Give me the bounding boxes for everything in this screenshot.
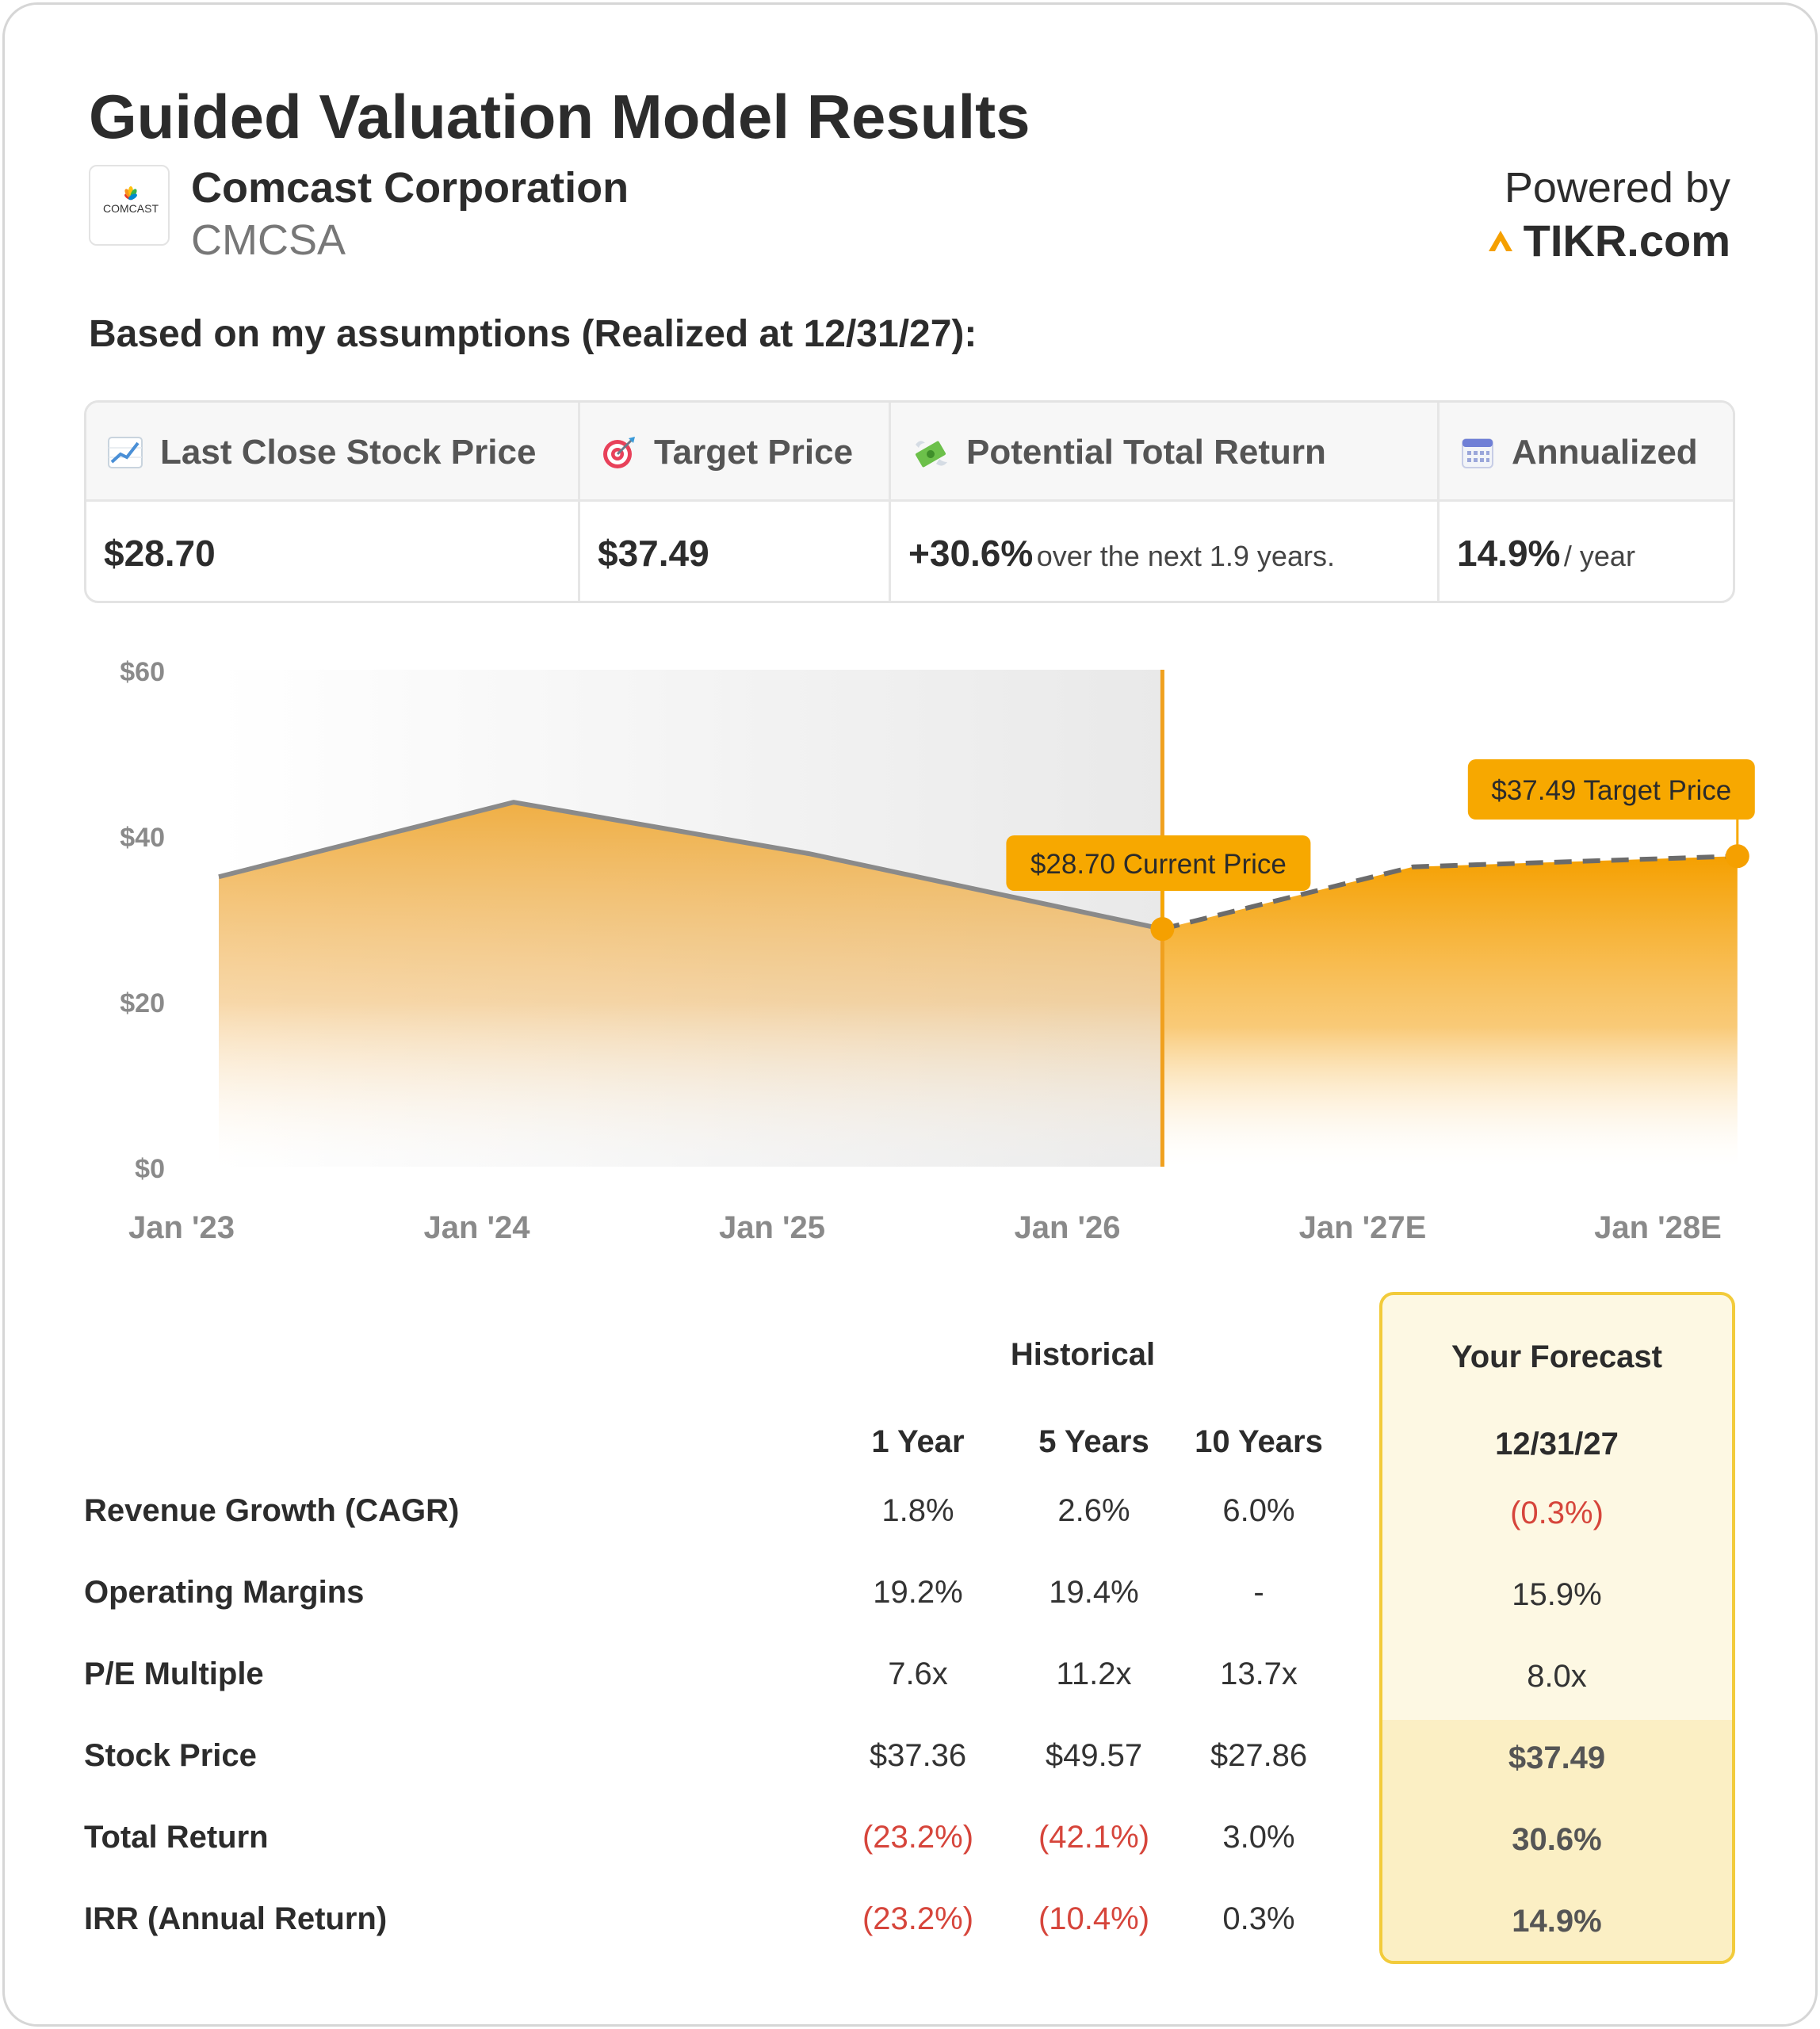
target-price-value: $37.49 xyxy=(598,533,709,574)
comcast-logo-icon: COMCAST xyxy=(103,186,159,215)
x-tick-label: Jan '23 xyxy=(128,1210,235,1245)
summary-header-annualized: Annualized xyxy=(1461,433,1698,472)
company-logo: COMCAST xyxy=(89,165,170,246)
money-with-wings-icon xyxy=(916,441,947,468)
valuation-chart: $0 $20 $40 $60 Jan '23 Jan '24 Jan '25 Jan '26 J… xyxy=(120,657,1755,1245)
summary-header-target: Target Price xyxy=(602,433,853,472)
ticker-symbol: CMCSA xyxy=(191,216,346,264)
y-tick-label: $60 xyxy=(120,657,165,687)
powered-by-label: Powered by xyxy=(1504,164,1730,212)
page-title: Guided Valuation Model Results xyxy=(89,82,1030,151)
target-price-callout: $37.49 Target Price xyxy=(1467,759,1755,869)
y-tick-label: $40 xyxy=(120,823,165,853)
callout-box xyxy=(1006,835,1311,891)
callout-text: $28.70 Current Price xyxy=(1030,849,1287,880)
x-tick-label: Jan '26 xyxy=(1014,1210,1120,1245)
forecast-area xyxy=(1162,856,1738,1167)
y-tick-label: $20 xyxy=(120,988,165,1018)
tikr-brand-text: TIKR.com xyxy=(1523,216,1730,266)
callout-text: $37.49 Target Price xyxy=(1491,775,1731,806)
summary-header-row xyxy=(86,403,1733,502)
target-price-marker xyxy=(1725,844,1749,869)
target-icon xyxy=(603,437,635,468)
summary-col-target: Target Price $37.49 xyxy=(578,403,889,601)
summary-header-last-close: Last Close Stock Price xyxy=(108,433,536,472)
company-name: Comcast Corporation xyxy=(191,164,629,212)
historical-area xyxy=(219,802,1163,1167)
chart-increasing-icon xyxy=(108,437,143,468)
y-tick-label: $0 xyxy=(135,1154,165,1184)
summary-col-potential-return: Potential Total Return +30.6% over the n… xyxy=(889,403,1437,601)
summary-col-last-close: Last Close Stock Price $28.70 xyxy=(86,403,578,601)
tikr-brand-link[interactable]: TIKR.com xyxy=(1487,215,1730,266)
svg-text:COMCAST: COMCAST xyxy=(103,202,159,215)
summary-table: Last Close Stock Price $28.70 Target Pri… xyxy=(84,400,1735,603)
historical-price-line xyxy=(218,800,1164,932)
tikr-logo-icon xyxy=(1488,230,1512,251)
current-price-marker xyxy=(1150,917,1175,942)
summary-header-potential-return: Potential Total Return xyxy=(912,433,1326,472)
potential-return-value: +30.6% over the next 1.9 years. xyxy=(908,533,1335,574)
x-tick-label: Jan '25 xyxy=(719,1210,825,1245)
calendar-icon xyxy=(1462,438,1493,468)
last-close-value: $28.70 xyxy=(104,533,216,574)
assumptions-heading: Based on my assumptions (Realized at 12/… xyxy=(89,313,977,355)
x-tick-label: Jan '28E xyxy=(1594,1210,1722,1245)
annualized-value: 14.9% / year xyxy=(1457,533,1635,574)
forecast-price-line xyxy=(1161,854,1738,931)
current-price-callout: $28.70 Current Price xyxy=(1006,835,1311,942)
summary-col-annualized: Annualized 14.9% / year xyxy=(1437,403,1733,601)
callout-box xyxy=(1467,759,1755,820)
x-tick-label: Jan '27E xyxy=(1299,1210,1427,1245)
x-tick-label: Jan '24 xyxy=(423,1210,530,1245)
